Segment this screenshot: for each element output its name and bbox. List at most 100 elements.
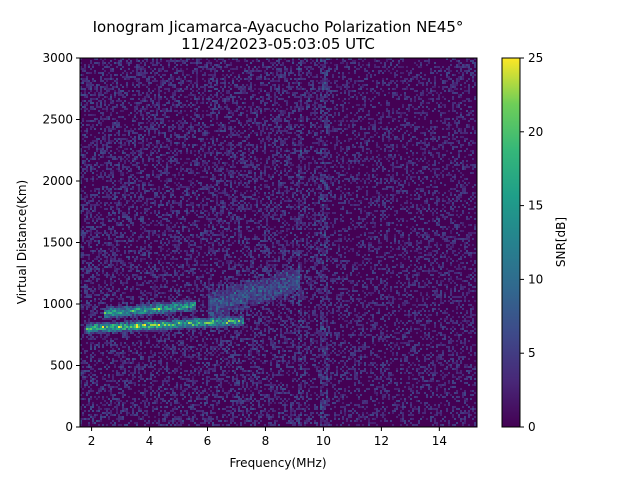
heatmap-cell — [188, 394, 190, 396]
heatmap-cell — [114, 158, 116, 160]
heatmap-cell — [182, 280, 184, 282]
heatmap-cell — [156, 280, 158, 282]
heatmap-cell — [106, 312, 108, 314]
heatmap-cell — [120, 156, 122, 158]
heatmap-cell — [126, 334, 128, 336]
heatmap-cell — [166, 146, 168, 148]
heatmap-cell — [104, 70, 106, 72]
heatmap-cell — [166, 362, 168, 364]
heatmap-cell — [180, 200, 182, 202]
heatmap-cell — [120, 412, 122, 414]
heatmap-cell — [98, 256, 100, 258]
heatmap-cell — [100, 250, 102, 252]
heatmap-cell — [80, 246, 82, 248]
heatmap-cell — [194, 308, 196, 310]
heatmap-cell — [140, 126, 142, 128]
heatmap-cell — [142, 220, 144, 222]
heatmap-cell — [184, 382, 186, 384]
heatmap-cell — [100, 148, 102, 150]
heatmap-cell — [178, 100, 180, 102]
heatmap-cell — [144, 96, 146, 98]
heatmap-cell — [172, 86, 174, 88]
heatmap-cell — [126, 330, 128, 332]
heatmap-cell — [172, 312, 174, 314]
heatmap-cell — [142, 68, 144, 70]
heatmap-cell — [154, 368, 156, 370]
heatmap-cell — [164, 424, 166, 426]
heatmap-cell — [132, 302, 134, 304]
heatmap-cell — [96, 248, 98, 250]
heatmap-cell — [138, 362, 140, 364]
heatmap-cell — [116, 410, 118, 412]
heatmap-cell — [90, 388, 92, 390]
heatmap-cell — [198, 298, 200, 300]
heatmap-cell — [122, 174, 124, 176]
heatmap-cell — [108, 418, 110, 420]
heatmap-cell — [80, 306, 82, 308]
heatmap-cell — [90, 304, 92, 306]
heatmap-cell — [182, 268, 184, 270]
heatmap-cell — [148, 366, 150, 368]
heatmap-cell — [146, 378, 148, 380]
heatmap-cell — [104, 136, 106, 138]
heatmap-cell — [102, 378, 104, 380]
heatmap-cell — [82, 388, 84, 390]
heatmap-cell — [196, 386, 198, 388]
heatmap-cell — [108, 290, 110, 292]
heatmap-cell — [146, 94, 148, 96]
heatmap-cell — [174, 332, 176, 334]
heatmap-cell — [166, 370, 168, 372]
heatmap-cell — [112, 326, 114, 328]
heatmap-cell — [84, 382, 86, 384]
heatmap-cell — [160, 158, 162, 160]
heatmap-cell — [160, 398, 162, 400]
heatmap-cell — [88, 258, 90, 260]
heatmap-cell — [146, 174, 148, 176]
heatmap-cell — [190, 340, 192, 342]
heatmap-cell — [102, 132, 104, 134]
heatmap-cell — [108, 308, 110, 310]
heatmap-cell — [134, 202, 136, 204]
heatmap-cell — [192, 274, 194, 276]
heatmap-cell — [140, 194, 142, 196]
heatmap-cell — [82, 68, 84, 70]
heatmap-cell — [124, 352, 126, 354]
heatmap-cell — [102, 388, 104, 390]
heatmap-cell — [136, 266, 138, 268]
heatmap-cell — [184, 186, 186, 188]
heatmap-cell — [206, 114, 208, 116]
heatmap-cell — [94, 94, 96, 96]
heatmap-cell — [138, 218, 140, 220]
heatmap-cell — [136, 90, 138, 92]
heatmap-cell — [128, 328, 130, 330]
heatmap-cell — [194, 192, 196, 194]
heatmap-cell — [114, 218, 116, 220]
heatmap-cell — [130, 402, 132, 404]
heatmap-cell — [200, 210, 202, 212]
heatmap-cell — [144, 248, 146, 250]
heatmap-cell — [174, 386, 176, 388]
heatmap-cell — [112, 352, 114, 354]
heatmap-cell — [182, 310, 184, 312]
heatmap-cell — [178, 418, 180, 420]
heatmap-cell — [192, 382, 194, 384]
heatmap-cell — [84, 178, 86, 180]
heatmap-cell — [180, 80, 182, 82]
heatmap-cell — [104, 58, 106, 60]
heatmap-cell — [86, 280, 88, 282]
heatmap-cell — [172, 94, 174, 96]
heatmap-cell — [204, 336, 206, 338]
heatmap-cell — [120, 326, 122, 328]
heatmap-cell — [148, 84, 150, 86]
heatmap-cell — [134, 94, 136, 96]
heatmap-cell — [132, 318, 134, 320]
heatmap-cell — [170, 106, 172, 108]
heatmap-cell — [82, 378, 84, 380]
heatmap-cell — [188, 328, 190, 330]
heatmap-cell — [174, 350, 176, 352]
heatmap-cell — [190, 358, 192, 360]
heatmap-cell — [108, 310, 110, 312]
heatmap-cell — [150, 198, 152, 200]
heatmap-cell — [90, 230, 92, 232]
heatmap-cell — [198, 98, 200, 100]
